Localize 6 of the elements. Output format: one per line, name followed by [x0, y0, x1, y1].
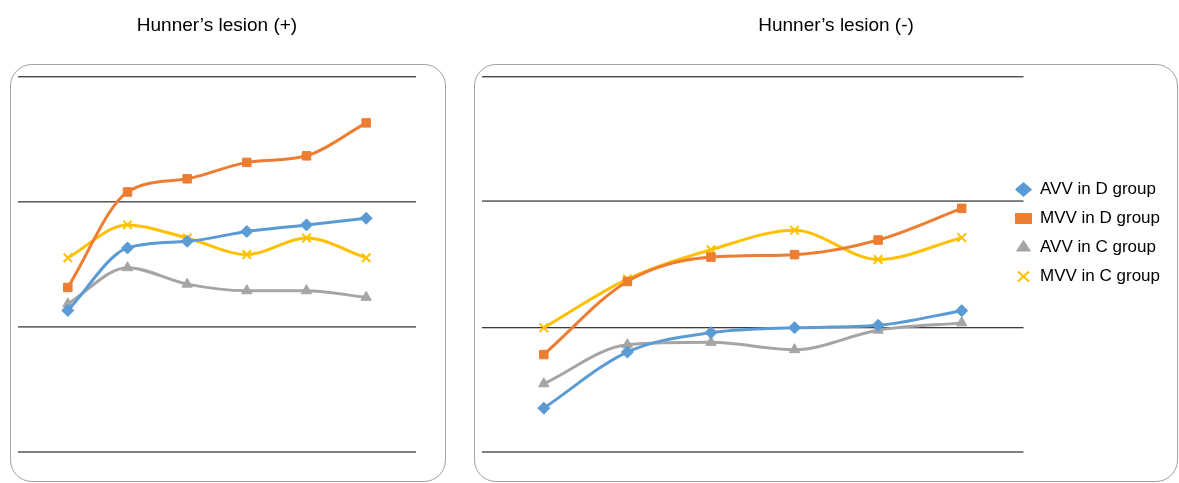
chart-title: Hunner’s lesion (+)	[136, 13, 298, 35]
legend-label: AVV in C group	[1040, 237, 1156, 257]
chart-title: Hunner’s lesion (-)	[758, 13, 914, 35]
legend-label: MVV in D group	[1040, 208, 1160, 228]
legend-label: AVV in D group	[1040, 179, 1156, 199]
legend-label: MVV in C group	[1040, 266, 1160, 286]
